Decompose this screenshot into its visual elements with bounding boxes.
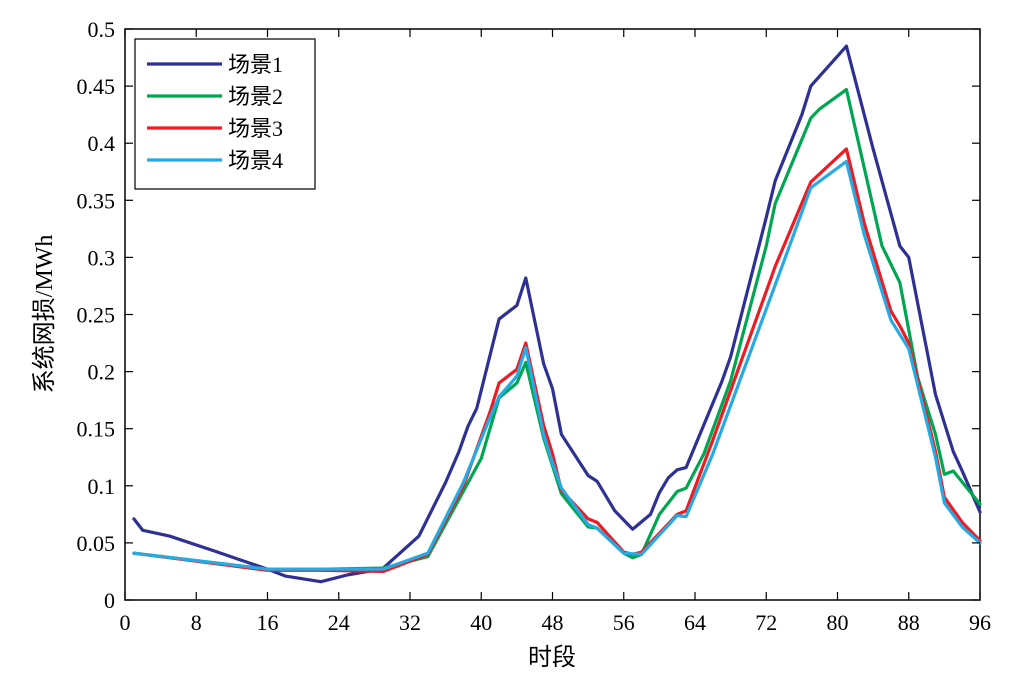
y-tick-label-1: 0.05	[77, 531, 116, 556]
x-tick-label-12: 96	[969, 610, 991, 635]
x-tick-label-2: 16	[257, 610, 279, 635]
y-tick-label-8: 0.4	[88, 131, 116, 156]
series-line-1	[132, 44, 982, 584]
x-tick-label-7: 56	[613, 610, 635, 635]
x-tick-label-5: 40	[470, 610, 492, 635]
x-axis-title: 时段	[528, 644, 576, 671]
x-tick-label-8: 64	[684, 610, 706, 635]
y-tick-label-9: 0.45	[77, 74, 116, 99]
y-tick-label-0: 0	[104, 588, 115, 613]
x-tick-label-9: 72	[755, 610, 777, 635]
x-tick-label-6: 48	[542, 610, 564, 635]
x-tick-labels: 0 8 16 24 32 40 48 56 64 72 80 88 96	[120, 610, 992, 635]
x-tick-label-1: 8	[191, 610, 202, 635]
y-tick-label-10: 0.5	[88, 17, 116, 42]
tick-marks	[124, 28, 981, 601]
legend-label-3: 场景3	[228, 116, 283, 141]
y-tick-label-5: 0.25	[77, 303, 116, 328]
legend-label-2: 场景2	[228, 84, 283, 109]
legend-label-1: 场景1	[228, 52, 283, 77]
x-tick-label-11: 88	[898, 610, 920, 635]
legend: 场景1 场景2 场景3 场景4	[134, 38, 316, 190]
series-line-4	[132, 159, 982, 571]
y-tick-label-7: 0.35	[77, 188, 116, 213]
legend-items: 场景1 场景2 场景3 场景4	[147, 52, 283, 173]
legend-box	[134, 38, 316, 190]
y-tick-labels: 0 0.05 0.1 0.15 0.2 0.25 0.3 0.35 0.4 0.45 0.5	[77, 17, 116, 613]
y-axis-title: 系统网损/MWh	[31, 235, 58, 394]
series-layer	[132, 44, 982, 584]
x-tick-label-4: 32	[399, 610, 421, 635]
y-tick-label-2: 0.1	[88, 474, 116, 499]
x-tick-label-3: 24	[328, 610, 350, 635]
x-tick-label-0: 0	[120, 610, 131, 635]
legend-label-4: 场景4	[228, 148, 283, 173]
y-tick-label-3: 0.15	[77, 417, 116, 442]
series-line-2	[132, 87, 982, 571]
y-tick-label-6: 0.3	[88, 245, 116, 270]
y-tick-label-4: 0.2	[88, 360, 116, 385]
x-tick-label-10: 80	[827, 610, 849, 635]
